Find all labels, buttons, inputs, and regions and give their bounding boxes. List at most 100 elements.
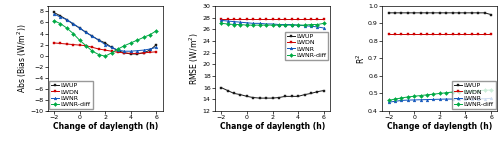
Legend: LWUP, LWDN, LWNR, LWNR-diff: LWUP, LWDN, LWNR, LWNR-diff (285, 32, 329, 60)
LWDN (443, 33, 449, 35)
LWDN (256, 18, 262, 20)
LWDN (231, 18, 237, 20)
LWUP (96, 39, 102, 41)
Line: LWDN: LWDN (387, 32, 492, 35)
LWDN (58, 43, 64, 44)
LWNR (443, 98, 449, 100)
LWNR (154, 46, 160, 48)
LWUP (64, 19, 70, 21)
LWDN (482, 33, 488, 35)
LWUP (398, 12, 404, 14)
LWDN (321, 18, 327, 20)
LWNR (96, 39, 102, 41)
LWDN (51, 42, 57, 44)
LWNR (256, 22, 262, 24)
LWNR (122, 50, 128, 52)
LWNR-diff (102, 55, 108, 57)
X-axis label: Change of daylength (h): Change of daylength (h) (220, 121, 325, 131)
Line: LWNR-diff: LWNR-diff (220, 22, 325, 27)
Line: LWNR: LWNR (220, 19, 325, 29)
LWNR (398, 100, 404, 101)
LWUP (102, 42, 108, 44)
LWUP (469, 12, 475, 14)
LWNR-diff (115, 48, 121, 50)
LWUP (58, 15, 64, 17)
LWUP (90, 35, 96, 37)
LWDN (456, 33, 462, 35)
LWNR (70, 23, 76, 24)
LWNR (51, 13, 57, 15)
LWUP (302, 94, 308, 95)
LWNR (321, 27, 327, 29)
LWDN (386, 33, 392, 35)
LWUP (83, 32, 89, 33)
LWNR-diff (140, 36, 146, 38)
LWUP (321, 90, 327, 91)
Y-axis label: RMSE (W/m$^2$): RMSE (W/m$^2$) (188, 32, 202, 85)
LWUP (244, 95, 250, 97)
LWNR-diff (282, 24, 288, 26)
LWNR-diff (128, 42, 134, 44)
LWDN (398, 33, 404, 35)
LWDN (392, 33, 398, 35)
LWNR (386, 101, 392, 103)
Line: LWNR-diff: LWNR-diff (52, 19, 158, 58)
LWNR-diff (108, 52, 114, 54)
LWUP (450, 12, 456, 14)
LWUP (488, 14, 494, 15)
LWNR-diff (244, 24, 250, 26)
LWDN (102, 49, 108, 51)
LWDN (147, 51, 153, 53)
LWNR (224, 20, 230, 22)
LWNR-diff (398, 97, 404, 99)
LWNR-diff (70, 33, 76, 34)
LWDN (488, 33, 494, 35)
LWDN (128, 53, 134, 54)
LWNR (450, 98, 456, 100)
LWUP (115, 50, 121, 52)
LWNR (83, 32, 89, 33)
LWDN (405, 33, 411, 35)
LWNR (128, 50, 134, 52)
LWNR (282, 24, 288, 25)
LWNR-diff (405, 96, 411, 98)
LWDN (411, 33, 417, 35)
Line: LWDN: LWDN (220, 17, 325, 20)
LWNR-diff (76, 39, 82, 41)
LWUP (140, 52, 146, 54)
LWNR-diff (424, 94, 430, 96)
Line: LWUP: LWUP (52, 11, 158, 55)
LWNR-diff (295, 24, 301, 26)
LWDN (288, 18, 294, 20)
LWUP (411, 12, 417, 14)
LWNR (90, 35, 96, 37)
LWDN (224, 18, 230, 20)
LWNR (488, 98, 494, 99)
LWDN (462, 33, 468, 35)
LWNR (405, 99, 411, 101)
X-axis label: Change of daylength (h): Change of daylength (h) (387, 121, 492, 131)
LWNR (244, 22, 250, 24)
LWNR-diff (276, 24, 282, 26)
LWUP (231, 93, 237, 94)
LWNR (418, 99, 424, 101)
LWDN (115, 51, 121, 53)
LWNR-diff (288, 24, 294, 26)
LWNR-diff (231, 24, 237, 25)
Legend: LWUP, LWDN, LWNR, LWNR-diff: LWUP, LWDN, LWNR, LWNR-diff (50, 81, 92, 109)
LWNR (250, 22, 256, 24)
LWNR (437, 98, 443, 100)
Y-axis label: R$^2$: R$^2$ (354, 53, 366, 64)
LWUP (424, 12, 430, 14)
LWNR (64, 19, 70, 21)
LWNR-diff (437, 93, 443, 94)
LWNR (456, 98, 462, 100)
LWNR-diff (482, 89, 488, 91)
LWUP (70, 23, 76, 25)
LWNR (430, 99, 436, 100)
LWUP (147, 49, 153, 51)
LWNR-diff (302, 24, 308, 26)
LWDN (302, 18, 308, 20)
LWNR (58, 16, 64, 18)
LWDN (122, 52, 128, 54)
